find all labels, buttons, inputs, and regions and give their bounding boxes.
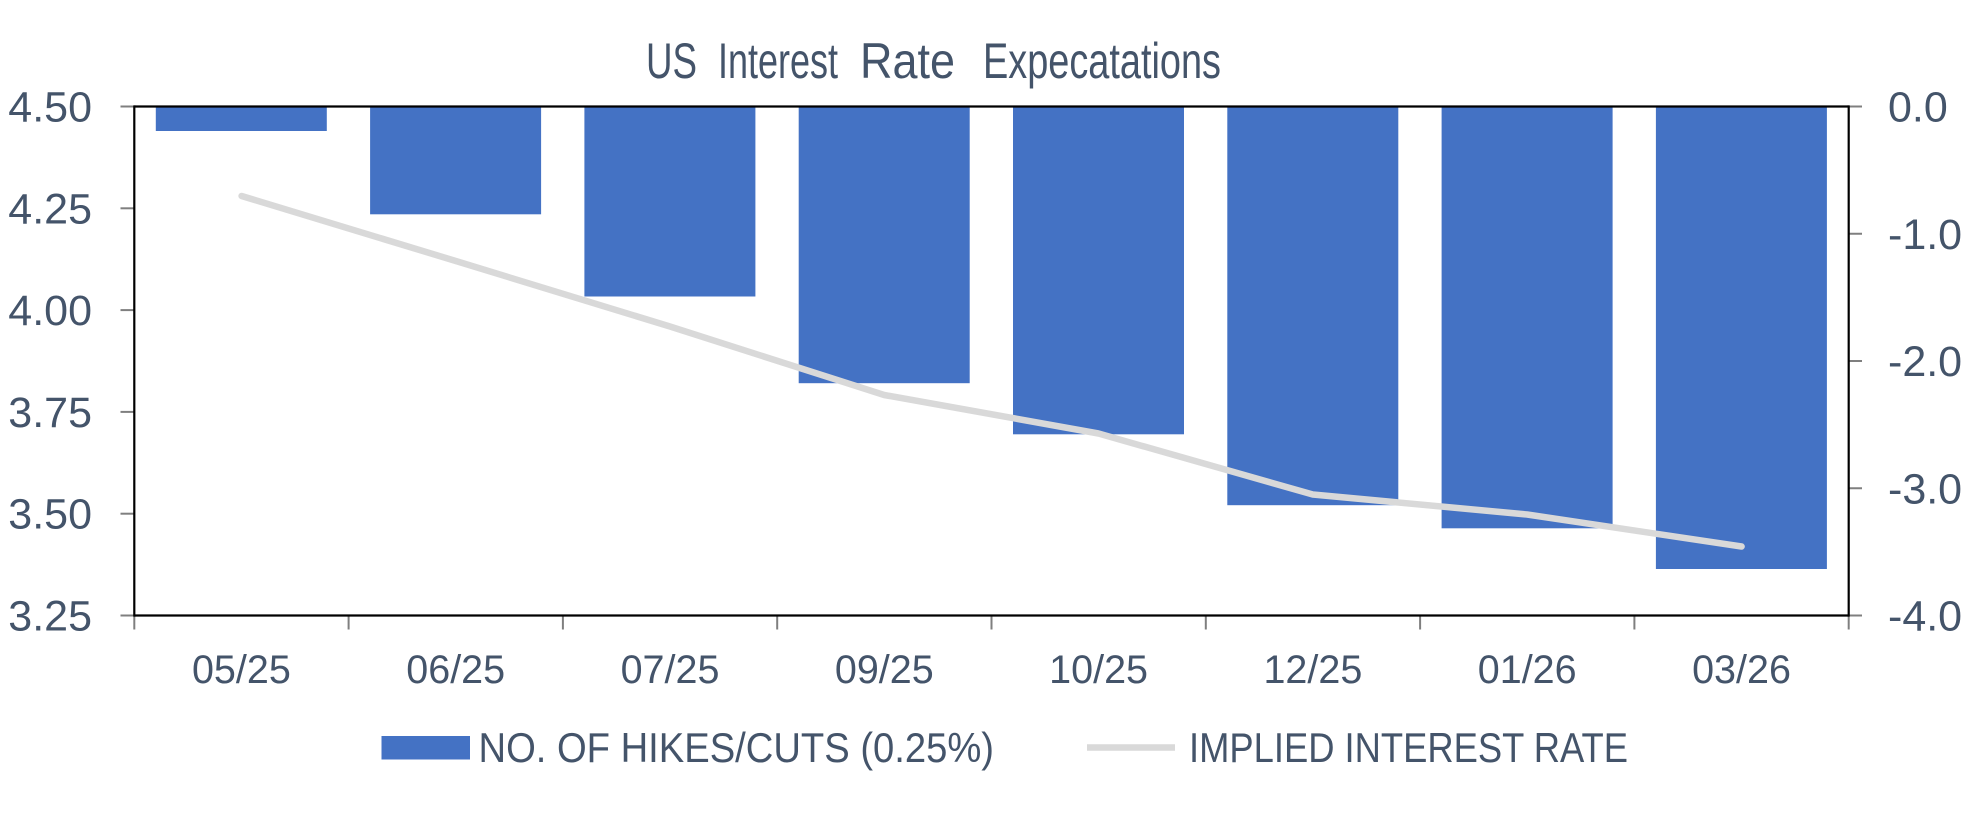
svg-text:4.50: 4.50	[8, 84, 92, 132]
svg-text:NO. OF HIKES/CUTS (0.25%): NO. OF HIKES/CUTS (0.25%)	[479, 724, 995, 771]
svg-text:12/25: 12/25	[1263, 648, 1362, 692]
svg-text:US: US	[646, 33, 697, 89]
svg-text:-1.0: -1.0	[1888, 211, 1962, 259]
svg-text:IMPLIED INTEREST RATE: IMPLIED INTEREST RATE	[1189, 724, 1628, 771]
svg-text:03/26: 03/26	[1692, 648, 1791, 692]
svg-text:-2.0: -2.0	[1888, 338, 1962, 386]
svg-text:01/26: 01/26	[1478, 648, 1577, 692]
svg-text:Interest: Interest	[718, 33, 838, 89]
svg-text:3.75: 3.75	[8, 389, 92, 437]
svg-text:-4.0: -4.0	[1888, 593, 1962, 641]
svg-text:0.0: 0.0	[1888, 84, 1948, 132]
svg-text:4.00: 4.00	[8, 287, 92, 335]
svg-text:10/25: 10/25	[1049, 648, 1148, 692]
svg-text:3.50: 3.50	[8, 491, 92, 539]
svg-text:09/25: 09/25	[835, 648, 934, 692]
svg-text:06/25: 06/25	[406, 648, 505, 692]
svg-text:3.25: 3.25	[8, 593, 92, 641]
svg-text:-3.0: -3.0	[1888, 465, 1962, 513]
svg-text:07/25: 07/25	[621, 648, 720, 692]
svg-text:Expecatations: Expecatations	[983, 33, 1221, 89]
svg-text:05/25: 05/25	[192, 648, 291, 692]
svg-text:4.25: 4.25	[8, 185, 92, 233]
svg-text:Rate: Rate	[860, 33, 955, 89]
